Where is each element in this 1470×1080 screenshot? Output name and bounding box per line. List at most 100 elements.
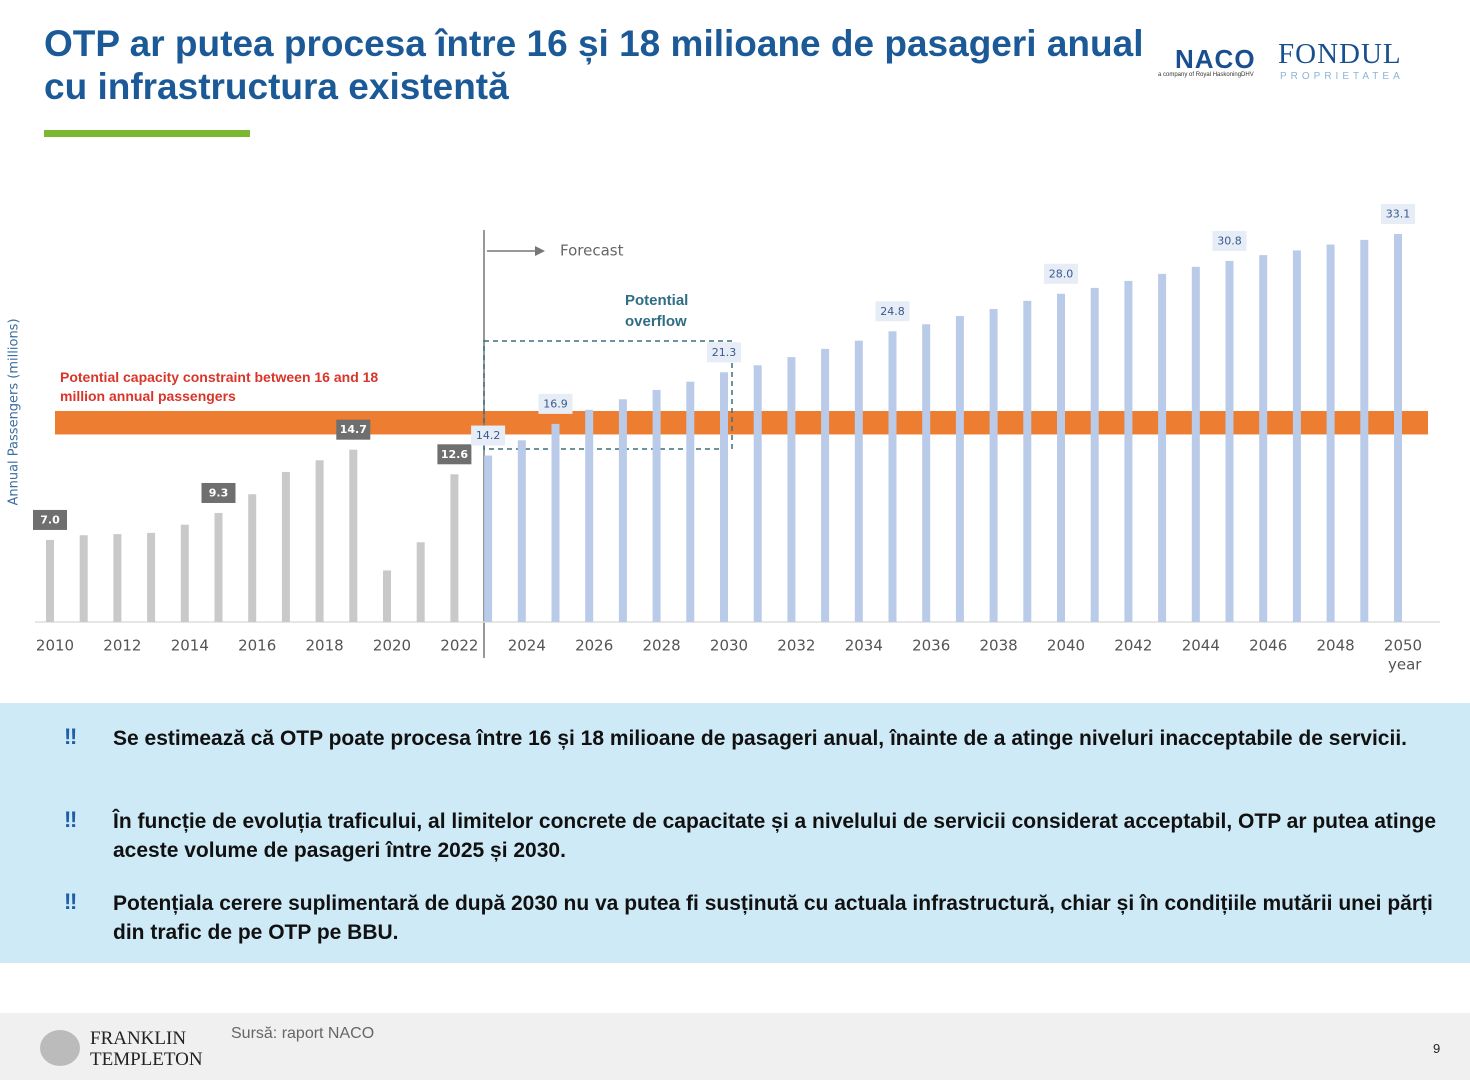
value-label-box — [33, 509, 67, 530]
bar — [1259, 255, 1268, 622]
x-tick-label: 2044 — [1182, 637, 1220, 655]
bar — [652, 389, 661, 622]
bar — [1158, 273, 1167, 622]
x-tick-label: 2040 — [1047, 637, 1085, 655]
bar — [315, 460, 324, 622]
bar — [180, 524, 189, 622]
x-tick-label: 2016 — [238, 637, 276, 655]
bullet-text: Se estimează că OTP poate procesa între … — [113, 727, 1407, 750]
bar — [686, 381, 695, 622]
value-label-box — [1381, 203, 1415, 224]
bullet-icon: ‼ — [64, 724, 78, 749]
bar — [1225, 260, 1234, 622]
x-tick-label: 2036 — [912, 637, 950, 655]
value-label: 16.9 — [543, 397, 568, 410]
bar — [955, 316, 964, 622]
bullet-icon: ‼ — [64, 807, 78, 832]
bullet-icon: ‼ — [64, 889, 78, 914]
bar — [1057, 293, 1065, 622]
brand-icon — [40, 1030, 80, 1066]
bar — [922, 324, 931, 622]
x-tick-label: 2014 — [171, 637, 209, 655]
x-tick-label: 2026 — [575, 637, 613, 655]
logo-naco-sub: a company of Royal HaskoningDHV — [1158, 72, 1254, 78]
bar — [383, 570, 391, 622]
x-tick-label: 2032 — [777, 637, 815, 655]
x-tick-label: 2010 — [36, 637, 74, 655]
bar — [585, 409, 594, 622]
value-label-box — [201, 482, 236, 503]
footer — [0, 1013, 1470, 1080]
value-label-box — [875, 301, 910, 322]
brand-line: FRANKLIN — [90, 1028, 187, 1049]
x-tick-label: 2024 — [508, 637, 546, 655]
bar — [1326, 244, 1335, 623]
value-label-box — [538, 393, 573, 414]
bar — [1124, 280, 1133, 622]
value-label: 14.7 — [340, 423, 367, 436]
brand-line: TEMPLETON — [90, 1049, 203, 1070]
page-number: 9 — [1433, 1041, 1441, 1056]
bullet-text: În funcție de evoluția traficului, al li… — [113, 810, 1437, 862]
bar — [989, 309, 998, 622]
bar — [854, 340, 863, 622]
bar — [787, 357, 796, 622]
bar — [281, 471, 290, 622]
overflow-box — [483, 340, 733, 450]
bar — [720, 372, 728, 622]
x-tick-label: 2012 — [103, 637, 141, 655]
value-label: 21.3 — [712, 346, 737, 359]
bullet-panel — [0, 703, 1470, 963]
bar — [248, 494, 257, 622]
x-tick-label: 2048 — [1317, 637, 1355, 655]
bar — [618, 399, 627, 622]
bar — [1292, 250, 1301, 622]
bar — [79, 535, 88, 622]
value-label: 14.2 — [476, 429, 501, 442]
bar — [821, 348, 830, 622]
logo-fondul-sub: PROPRIETATEA — [1280, 71, 1404, 82]
y-axis-label: Annual Passengers (millions) — [7, 318, 22, 505]
x-tick-label: 2050 — [1384, 637, 1422, 655]
bar — [214, 512, 223, 622]
bar — [1090, 287, 1099, 622]
bar — [1191, 266, 1200, 622]
forecast-arrowhead — [535, 246, 545, 256]
value-label: 24.8 — [880, 305, 905, 318]
value-label: 30.8 — [1217, 234, 1242, 247]
chart: Forecast year Annual Passengers (million… — [7, 203, 1440, 674]
constraint-label: Potential capacity constraint between 16… — [60, 369, 379, 404]
title-underline — [44, 130, 250, 137]
bar — [1360, 239, 1369, 622]
logo-naco: NACO — [1175, 44, 1256, 74]
value-label-box — [707, 342, 741, 363]
bar — [416, 542, 425, 622]
bar — [888, 331, 897, 622]
bar — [349, 449, 358, 622]
logo-fondul: FONDUL — [1278, 38, 1402, 70]
x-axis-label: year — [1388, 656, 1422, 674]
source: Sursă: raport NACO — [231, 1025, 375, 1042]
slide-title: OTP ar putea procesa între 16 și 18 mili… — [44, 23, 1144, 107]
value-label: 7.0 — [40, 513, 60, 526]
value-label: 9.3 — [209, 486, 229, 499]
x-tick-label: 2022 — [440, 637, 478, 655]
bar — [147, 532, 156, 622]
bar — [753, 365, 762, 622]
x-tick-label: 2038 — [980, 637, 1018, 655]
x-tick-label: 2030 — [710, 637, 748, 655]
value-label-box — [1212, 230, 1247, 251]
x-tick-label: 2042 — [1114, 637, 1152, 655]
bar — [1394, 233, 1402, 622]
value-label-box — [437, 444, 472, 465]
bar — [484, 455, 493, 622]
bar — [46, 539, 54, 622]
bar — [551, 423, 560, 622]
value-label-box — [336, 419, 371, 440]
value-label: 28.0 — [1049, 267, 1074, 280]
bar — [517, 440, 526, 622]
overflow-label: Potential overflow — [625, 292, 689, 330]
x-tick-label: 2034 — [845, 637, 883, 655]
x-tick-label: 2046 — [1249, 637, 1287, 655]
